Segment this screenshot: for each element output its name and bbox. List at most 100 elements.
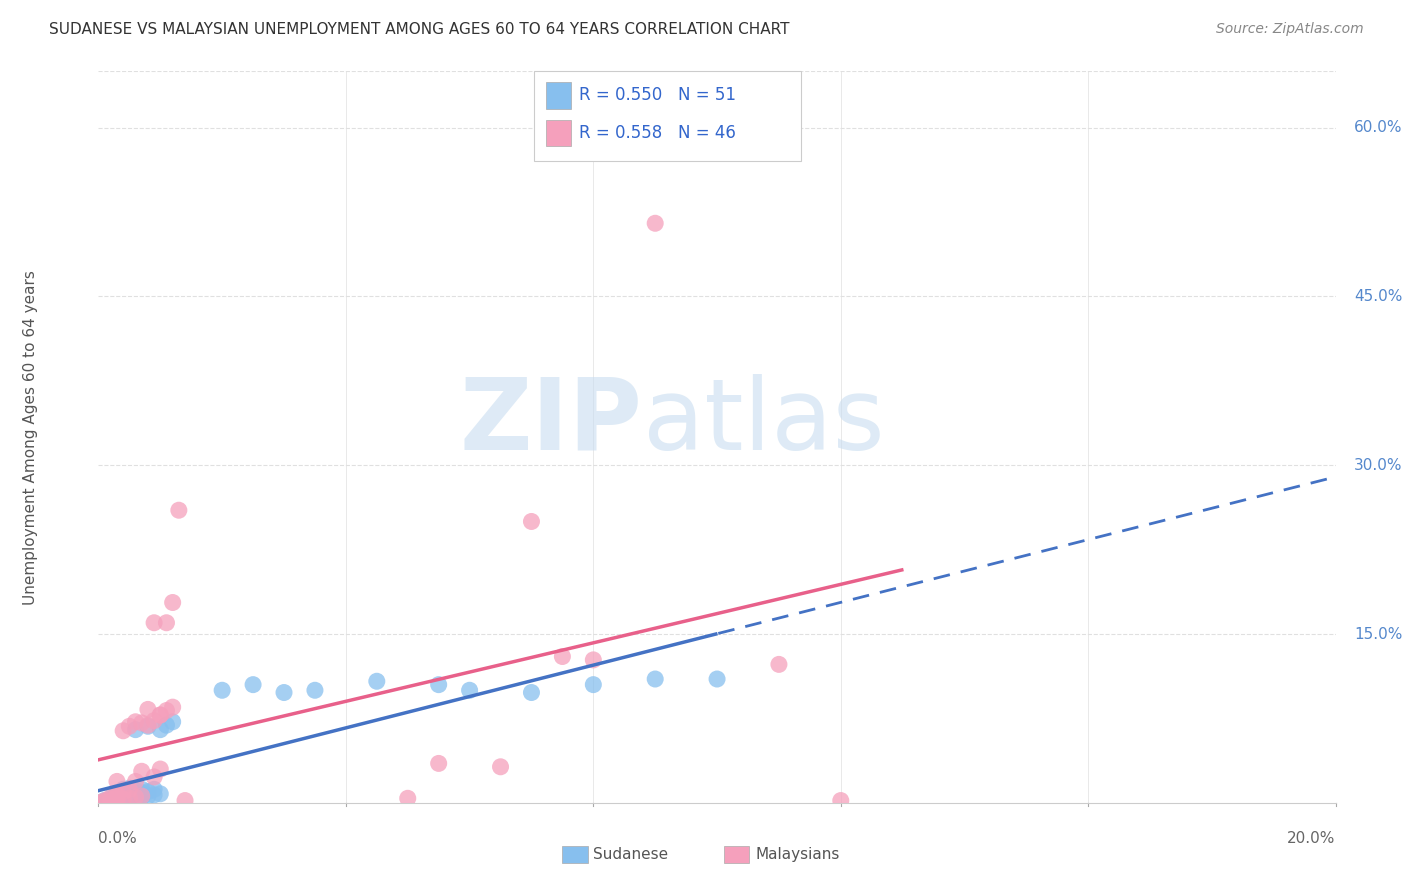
Text: R = 0.558   N = 46: R = 0.558 N = 46 <box>579 124 737 142</box>
Point <box>149 723 172 737</box>
Point <box>93 795 115 809</box>
Point <box>100 793 122 807</box>
Text: R = 0.550   N = 51: R = 0.550 N = 51 <box>579 87 737 104</box>
Point <box>136 719 159 733</box>
Point <box>582 653 605 667</box>
Point <box>582 678 605 692</box>
Point <box>131 782 153 797</box>
Point <box>105 792 128 806</box>
Point <box>124 783 146 797</box>
Point <box>105 795 128 809</box>
Point <box>155 615 177 630</box>
Point <box>131 786 153 800</box>
Point <box>162 700 184 714</box>
Point <box>124 774 146 789</box>
Text: Malaysians: Malaysians <box>755 847 839 862</box>
Text: ZIP: ZIP <box>460 374 643 471</box>
Point <box>124 787 146 801</box>
Text: Unemployment Among Ages 60 to 64 years: Unemployment Among Ages 60 to 64 years <box>22 269 38 605</box>
Point <box>105 788 128 802</box>
Point <box>551 649 574 664</box>
Point <box>100 795 122 809</box>
Point <box>105 774 128 789</box>
Point <box>100 792 122 806</box>
Point <box>520 685 543 699</box>
Point <box>149 762 172 776</box>
Point <box>118 788 141 802</box>
Point <box>105 793 128 807</box>
Point <box>100 791 122 805</box>
Point <box>131 790 153 805</box>
Text: 60.0%: 60.0% <box>1354 120 1403 135</box>
Text: 0.0%: 0.0% <box>98 831 138 846</box>
Point <box>105 791 128 805</box>
Point <box>112 787 135 801</box>
Point <box>136 702 159 716</box>
Point <box>118 719 141 733</box>
Point <box>118 782 141 797</box>
Point <box>136 718 159 732</box>
Point <box>427 756 450 771</box>
Point <box>136 789 159 803</box>
Point <box>112 784 135 798</box>
Point <box>706 672 728 686</box>
Point <box>93 793 115 807</box>
Point <box>105 789 128 803</box>
Point <box>112 792 135 806</box>
Point <box>112 784 135 798</box>
Point <box>143 615 166 630</box>
Point <box>167 503 190 517</box>
Point <box>112 723 135 738</box>
Point <box>162 595 184 609</box>
Point <box>112 793 135 807</box>
Point <box>124 714 146 729</box>
Text: Source: ZipAtlas.com: Source: ZipAtlas.com <box>1216 22 1364 37</box>
Point <box>211 683 233 698</box>
Text: 15.0%: 15.0% <box>1354 626 1403 641</box>
Point <box>174 793 197 807</box>
Point <box>149 708 172 723</box>
Point <box>242 678 264 692</box>
Point <box>105 787 128 801</box>
Point <box>118 790 141 805</box>
Point <box>93 793 115 807</box>
Point <box>105 793 128 807</box>
Point <box>366 674 388 689</box>
Point <box>162 714 184 729</box>
Point <box>396 791 419 805</box>
Point <box>644 672 666 686</box>
Point <box>149 787 172 801</box>
Text: 30.0%: 30.0% <box>1354 458 1403 473</box>
Point <box>520 515 543 529</box>
Point <box>118 792 141 806</box>
Point <box>155 718 177 732</box>
Point <box>112 791 135 805</box>
Point <box>136 784 159 798</box>
Point <box>112 789 135 803</box>
Point <box>124 790 146 805</box>
Point <box>143 770 166 784</box>
Point <box>118 784 141 798</box>
Point <box>143 788 166 802</box>
Point <box>143 782 166 797</box>
Point <box>131 715 153 730</box>
Point <box>93 795 115 809</box>
Point <box>143 714 166 728</box>
Point <box>100 790 122 805</box>
Point <box>124 723 146 737</box>
Text: atlas: atlas <box>643 374 884 471</box>
Point <box>118 781 141 796</box>
Point <box>830 793 852 807</box>
Text: 45.0%: 45.0% <box>1354 289 1403 304</box>
Point <box>87 796 110 810</box>
Point <box>131 789 153 803</box>
Text: SUDANESE VS MALAYSIAN UNEMPLOYMENT AMONG AGES 60 TO 64 YEARS CORRELATION CHART: SUDANESE VS MALAYSIAN UNEMPLOYMENT AMONG… <box>49 22 790 37</box>
Point <box>118 791 141 805</box>
Point <box>644 216 666 230</box>
Point <box>427 678 450 692</box>
Point <box>149 708 172 723</box>
Point <box>768 657 790 672</box>
Text: 20.0%: 20.0% <box>1288 831 1336 846</box>
Point <box>124 791 146 805</box>
Point <box>131 764 153 779</box>
